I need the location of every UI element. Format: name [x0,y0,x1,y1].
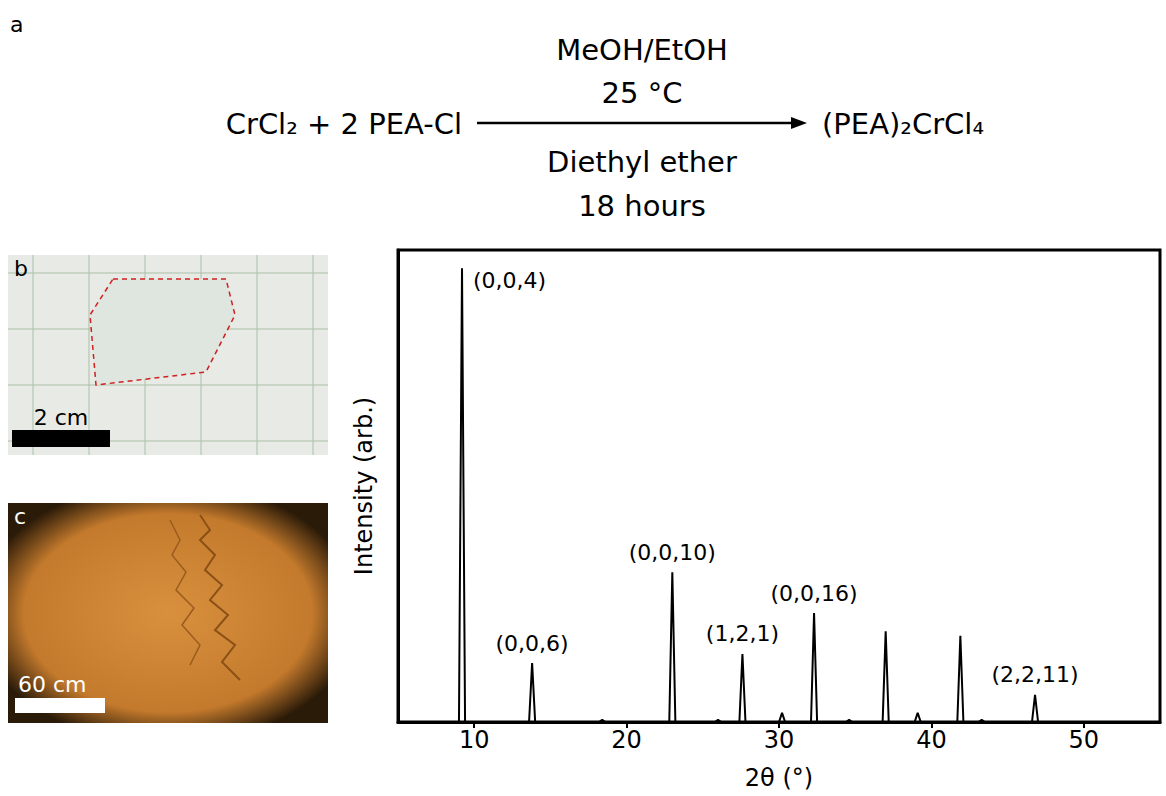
svg-text:2 cm: 2 cm [34,405,89,430]
svg-text:Diethyl ether: Diethyl ether [547,145,737,179]
svg-text:MeOH/EtOH: MeOH/EtOH [556,33,728,67]
svg-text:b: b [14,256,28,281]
svg-text:c: c [14,504,26,529]
svg-text:CrCl₂ + 2 PEA-Cl: CrCl₂ + 2 PEA-Cl [226,107,462,141]
svg-text:(1,2,1): (1,2,1) [706,621,779,646]
svg-text:2θ (°): 2θ (°) [745,764,813,792]
svg-text:(0,0,6): (0,0,6) [496,631,569,656]
svg-text:50: 50 [1069,726,1100,754]
svg-text:Intensity (arb.): Intensity (arb.) [350,397,378,575]
svg-text:20: 20 [611,726,642,754]
svg-text:(0,0,4): (0,0,4) [473,268,546,293]
svg-text:25 °C: 25 °C [602,76,683,110]
svg-text:30: 30 [764,726,795,754]
svg-text:18 hours: 18 hours [578,189,706,223]
svg-text:40: 40 [916,726,947,754]
svg-text:10: 10 [459,726,490,754]
svg-text:60 cm: 60 cm [18,672,87,697]
svg-text:(0,0,10): (0,0,10) [629,540,716,565]
svg-text:(PEA)₂CrCl₄: (PEA)₂CrCl₄ [822,107,984,141]
svg-text:(2,2,11): (2,2,11) [991,662,1078,687]
svg-text:(0,0,16): (0,0,16) [770,581,857,606]
svg-text:a: a [10,12,23,37]
